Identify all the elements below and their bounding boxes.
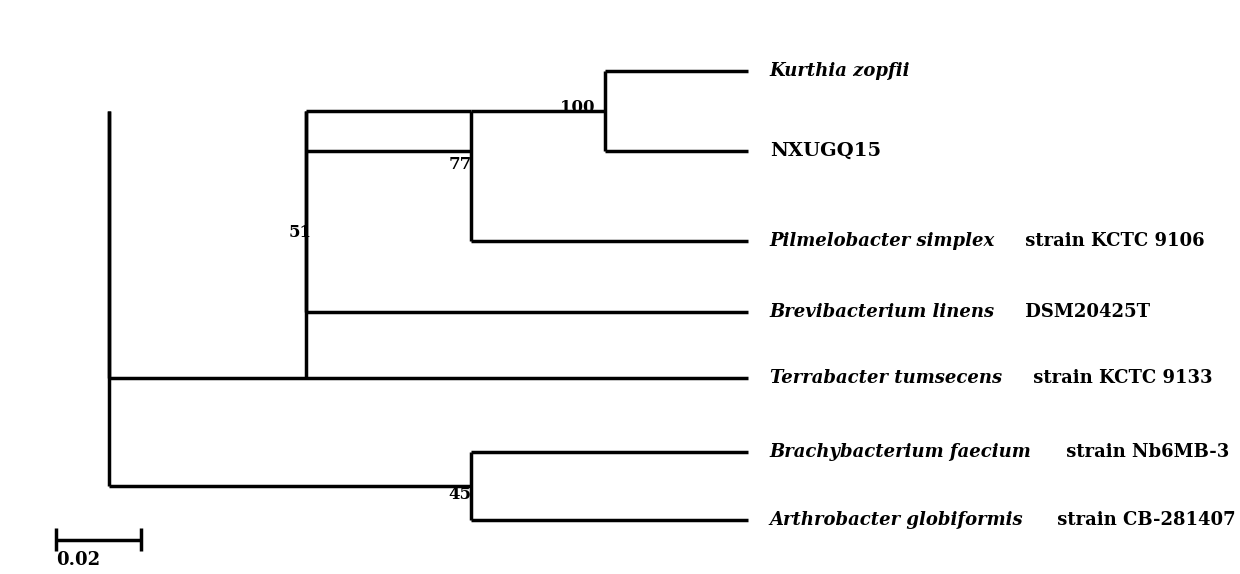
Text: 0.02: 0.02 — [56, 550, 100, 569]
Text: Arthrobacter globiformis: Arthrobacter globiformis — [770, 511, 1023, 529]
Text: 77: 77 — [448, 156, 471, 173]
Text: DSM20425T: DSM20425T — [1019, 304, 1151, 321]
Text: strain CB-281407: strain CB-281407 — [1052, 511, 1235, 529]
Text: 51: 51 — [289, 224, 311, 242]
Text: 45: 45 — [449, 486, 471, 503]
Text: 100: 100 — [559, 99, 594, 117]
Text: Terrabacter tumsecens: Terrabacter tumsecens — [770, 369, 1002, 387]
Text: Brachybacterium faecium: Brachybacterium faecium — [770, 443, 1032, 461]
Text: strain Nb6MB-3: strain Nb6MB-3 — [1060, 443, 1229, 461]
Text: Kurthia zopfii: Kurthia zopfii — [770, 62, 910, 80]
Text: Brevibacterium linens: Brevibacterium linens — [770, 304, 994, 321]
Text: strain KCTC 9106: strain KCTC 9106 — [1019, 232, 1205, 250]
Text: strain KCTC 9133: strain KCTC 9133 — [1027, 369, 1213, 387]
Text: NXUGQ15: NXUGQ15 — [770, 142, 880, 160]
Text: Pilmelobacter simplex: Pilmelobacter simplex — [770, 232, 994, 250]
